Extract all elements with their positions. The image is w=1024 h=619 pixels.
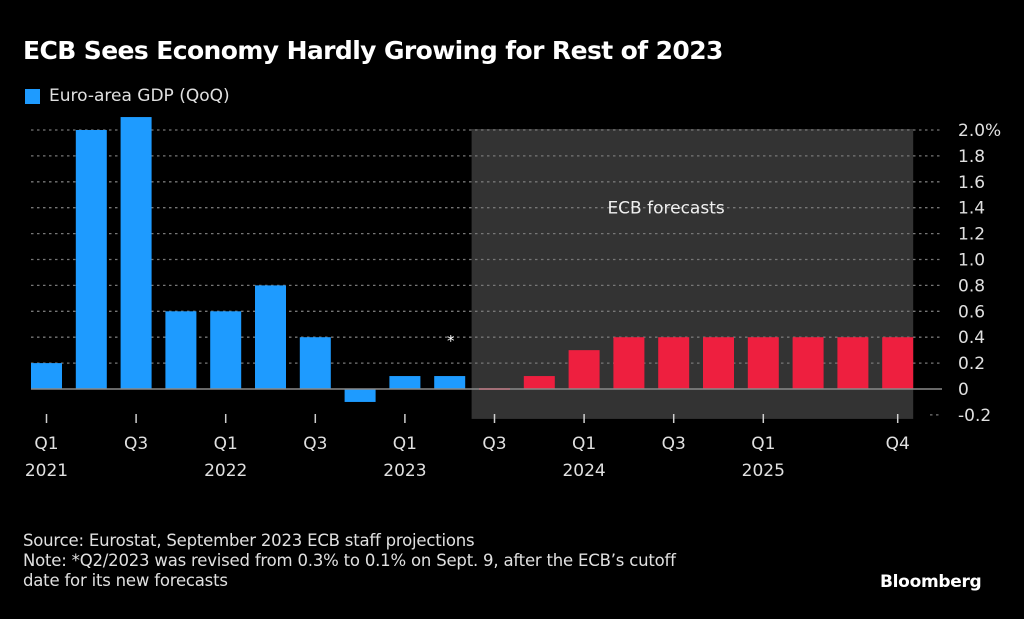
bar-q1-2024	[568, 350, 600, 389]
bar-q3-2024	[658, 337, 690, 389]
bar-q3-2022	[299, 337, 331, 389]
bar-q2-2023	[434, 376, 466, 389]
bar-q3-2021	[120, 117, 152, 390]
x-tick-label-quarter: Q3	[662, 434, 686, 454]
revision-note-line1: Note: *Q2/2023 was revised from 0.3% to …	[23, 551, 676, 570]
x-tick-label-year: 2025	[742, 461, 785, 481]
footer-notes: Source: Eurostat, September 2023 ECB sta…	[23, 531, 883, 591]
legend: Euro-area GDP (QoQ)	[25, 86, 230, 106]
bar-q2-2024	[613, 337, 645, 389]
bloomberg-logo: Bloomberg	[880, 572, 982, 592]
y-tick-label: 1.4	[958, 199, 985, 219]
source-note: Source: Eurostat, September 2023 ECB sta…	[23, 531, 475, 550]
x-tick-label-quarter: Q1	[751, 434, 775, 454]
y-tick-label: 0.4	[958, 328, 985, 348]
bar-q2-2025	[792, 337, 824, 389]
legend-label-gdp: Euro-area GDP (QoQ)	[49, 86, 230, 106]
y-tick-label: 1.6	[958, 173, 985, 193]
bar-q1-2023	[389, 376, 421, 389]
x-tick-label-quarter: Q1	[214, 434, 238, 454]
y-tick-label: 0.8	[958, 276, 985, 296]
x-tick-label-quarter: Q4	[886, 434, 910, 454]
y-tick-label: 0	[958, 380, 969, 400]
y-tick-label: 1.8	[958, 147, 985, 167]
bar-q1-2021	[31, 363, 62, 389]
y-tick-label: 1.2	[958, 225, 985, 245]
bar-q4-2024	[703, 337, 734, 389]
bar-q1-2022	[210, 311, 242, 389]
x-tick-label-year: 2022	[204, 461, 247, 481]
x-tick-label-quarter: Q3	[482, 434, 506, 454]
x-tick-label-year: 2024	[562, 461, 605, 481]
bar-q2-2021	[75, 130, 107, 389]
y-tick-label: 0.2	[958, 354, 985, 374]
y-axis-labels: -0.2 0 0.2 0.4 0.6 0.8 1.0 1.2 1.4 1.6 1.8 2.0%	[958, 121, 1001, 426]
chart-title: ECB Sees Economy Hardly Growing for Rest…	[23, 36, 723, 65]
bar-q1-2025	[747, 337, 779, 389]
x-tick-label-quarter: Q1	[572, 434, 596, 454]
forecast-region-label: ECB forecasts	[607, 199, 724, 219]
x-tick-label-quarter: Q1	[393, 434, 417, 454]
bar-q4-2023	[523, 376, 555, 389]
bar-q3-2025	[837, 337, 869, 389]
bar-q4-2022	[344, 389, 376, 402]
bar-q2-2022	[255, 285, 286, 389]
legend-swatch-gdp	[25, 88, 40, 104]
annotations: ECB forecasts *	[447, 199, 725, 351]
bars	[31, 117, 914, 402]
x-tick-label-quarter: Q3	[303, 434, 327, 454]
y-tick-label: -0.2	[958, 406, 991, 426]
y-tick-label: 2.0%	[958, 121, 1001, 141]
y-tick-label: 0.6	[958, 302, 985, 322]
revision-note-line2: date for its new forecasts	[23, 571, 228, 590]
x-tick-label-quarter: Q3	[124, 434, 148, 454]
x-axis-ticks: Q1 2021 Q3 Q1 2022 Q3 Q1 2023 Q3 Q1 2024 Q3 Q1 2025 Q4	[25, 414, 910, 481]
revision-asterisk: *	[447, 332, 455, 350]
x-tick-label-quarter: Q1	[34, 434, 58, 454]
bar-q4-2025	[882, 337, 914, 389]
bar-q4-2021	[165, 311, 197, 389]
x-tick-label-year: 2021	[25, 461, 68, 481]
x-tick-label-year: 2023	[383, 461, 426, 481]
y-tick-label: 1.0	[958, 251, 985, 271]
